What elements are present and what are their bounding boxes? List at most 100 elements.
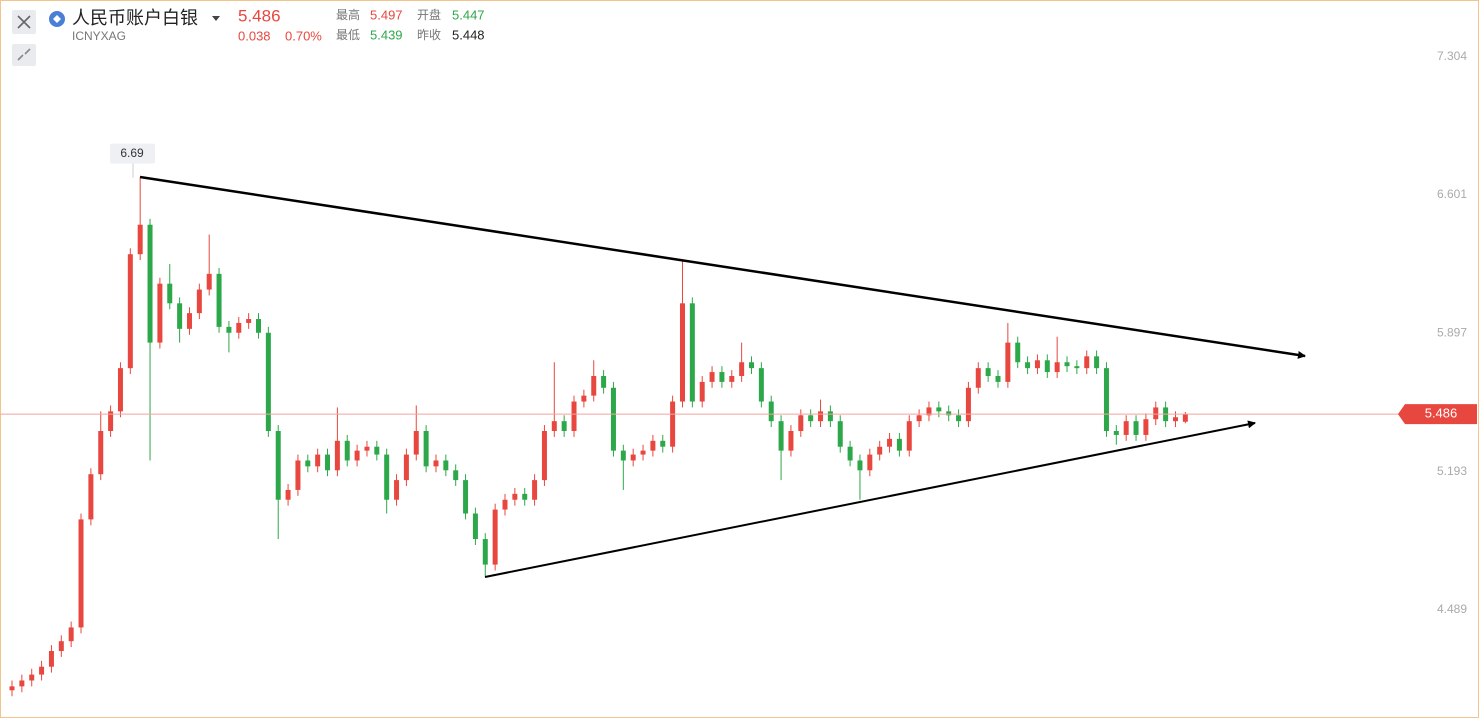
collapse-button[interactable] [12,44,36,66]
candle-body [186,313,192,329]
candle-body [315,454,321,467]
candle-body [413,430,419,455]
candle-body [167,283,173,304]
candle-body [492,509,498,565]
candle-body [246,319,252,323]
candle-body [285,489,291,500]
trend-line-upper [139,175,1306,359]
candle-body [216,273,222,327]
candle-body [1005,342,1011,382]
candle-body [443,460,449,471]
candle-body [798,415,804,431]
candle-body [946,411,952,416]
candle-body [1015,342,1021,363]
close-button[interactable] [12,10,36,34]
candle-body [433,460,439,467]
candle-body [768,401,774,422]
candle-body [453,470,459,481]
candle-body [936,407,942,412]
candle-body [98,430,104,475]
y-tick-label: 5.897 [1437,326,1467,340]
candle-body [325,454,331,471]
candle-body [867,454,873,471]
candle-body [344,440,350,461]
candle-body [827,411,833,422]
candle-body [985,368,991,376]
candle-body [660,440,666,447]
candle-body [147,224,153,343]
candle-body [620,450,626,461]
annotation-box [110,143,155,164]
candle-body [354,450,360,461]
candle-body [226,326,232,333]
candle-body [1172,417,1178,422]
candle-body [837,421,843,447]
candle-body [295,460,301,490]
candle-body [48,651,54,667]
candle-body [305,460,311,467]
y-tick-label: 6.601 [1437,187,1467,201]
candle-body [847,446,853,461]
candle-body [196,289,202,314]
candle-body [610,387,616,451]
candle-body [601,375,607,388]
candle-body [29,674,35,681]
candle-body [689,303,695,402]
candle-body [206,273,212,290]
candle-body [640,450,646,455]
candle-body [1113,430,1119,435]
candle-body [256,319,261,333]
candle-body [236,322,242,333]
candle-body [887,438,893,447]
candle-body [650,440,656,451]
change: 0.038 [238,28,271,43]
candle-body [394,480,400,500]
price: 5.486 [238,6,281,25]
candle-body [68,627,74,642]
candle-body [127,254,133,369]
candle-body [926,407,932,416]
candle-body [364,446,370,451]
stat-value: 5.439 [370,27,403,42]
candle-body [137,224,143,255]
candle-body [818,411,824,422]
candle-body [19,680,25,687]
annotation: 6.69 [120,146,144,160]
candle-body [117,368,123,412]
candle-body [709,372,715,382]
candle-body [1094,356,1100,369]
candle-body [630,454,636,461]
stat-name: 开盘 [417,7,441,22]
candle-body [591,375,597,396]
candle-body [265,332,271,431]
candle-body [58,641,64,652]
candle-body [88,474,94,520]
candle-body [729,375,735,382]
candle-body [1084,356,1090,369]
candle-body [384,454,390,500]
candle-body [1182,414,1188,422]
candle-body [956,415,962,422]
candle-body [581,395,587,402]
candle-body [177,303,183,329]
candle-body [512,493,518,500]
candle-body [1133,421,1139,435]
candle-body [916,415,922,422]
last-price-tag-bg [1398,404,1477,425]
candle-body [39,666,45,675]
candle-body [1153,407,1159,420]
dropdown[interactable] [212,16,220,21]
candle-body [532,480,538,500]
candle-body [541,430,547,481]
stat-name: 最低 [336,28,360,42]
candle-body [403,454,409,481]
candle-body [699,381,705,402]
candle-body [1074,366,1080,369]
stat-value: 5.447 [452,7,485,22]
change-percent: 0.70% [285,28,322,43]
candle-body [965,387,971,422]
candle-body [472,513,478,540]
candle-body [749,362,754,369]
